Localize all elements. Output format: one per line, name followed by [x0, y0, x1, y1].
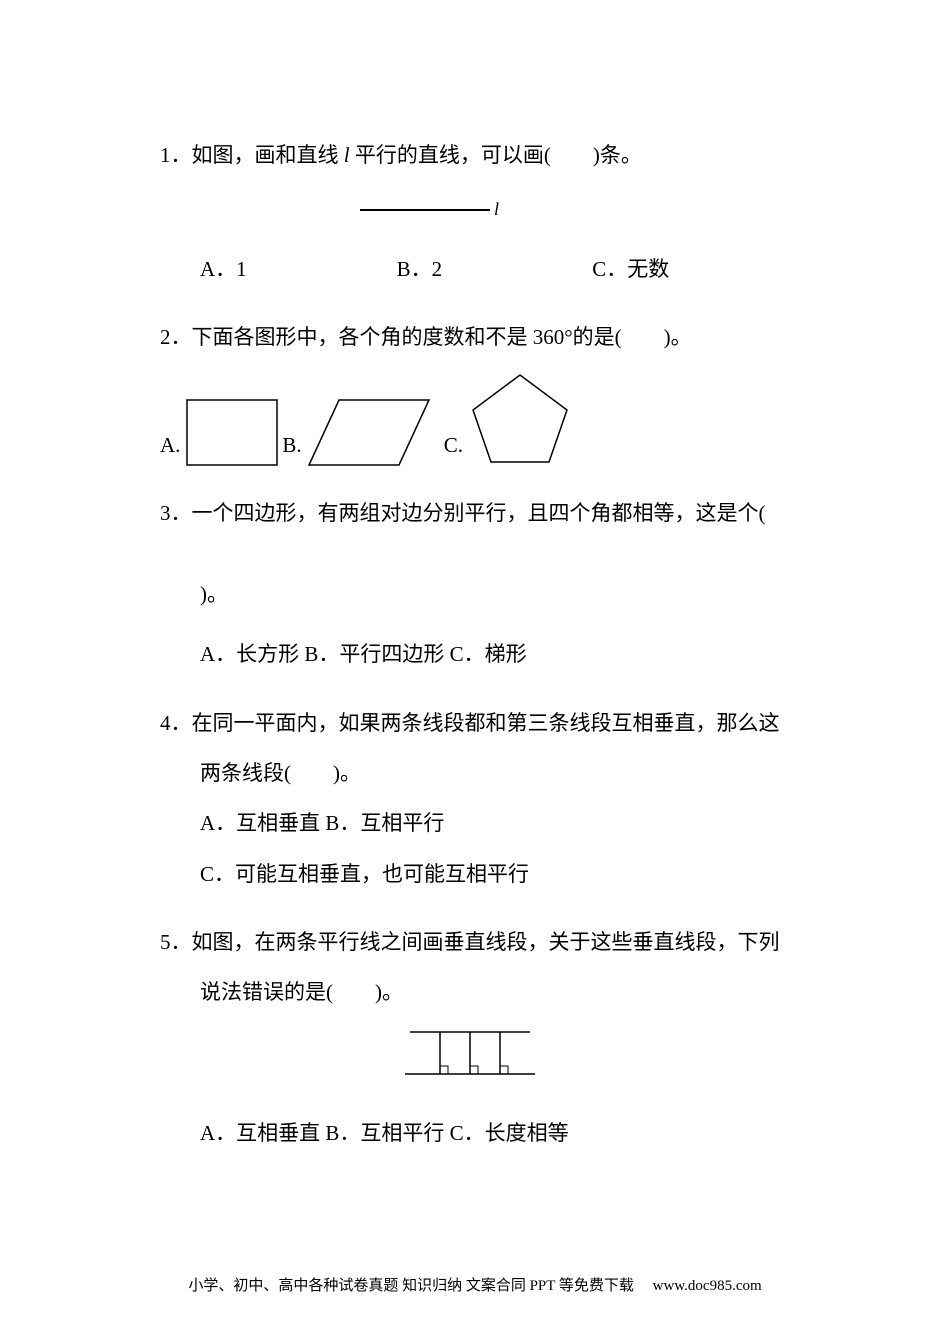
pentagon-shape	[465, 370, 575, 470]
q1-opt-c: C．无数	[592, 244, 669, 294]
q5-text1: 5．如图，在两条平行线之间画垂直线段，关于这些垂直线段，下列	[160, 917, 830, 967]
q2-label-b: B.	[282, 420, 301, 470]
question-5: 5．如图，在两条平行线之间画垂直线段，关于这些垂直线段，下列 说法错误的是( )…	[160, 917, 830, 1159]
q2-label-c: C.	[444, 420, 463, 470]
line-l	[360, 209, 490, 211]
q1-options: A．1 B．2 C．无数	[200, 244, 830, 294]
q1-before: 1．如图，画和直线	[160, 143, 344, 167]
q4-opt-ab: A．互相垂直 B．互相平行	[200, 798, 830, 848]
q1-after: 平行的直线，可以画( )条。	[350, 143, 642, 167]
parallel-lines-svg	[400, 1024, 540, 1084]
q2-label-a: A.	[160, 420, 180, 470]
rectangle-shape	[182, 380, 282, 470]
q1-opt-a: A．1	[200, 244, 247, 294]
q4-opt-c: C．可能互相垂直，也可能互相平行	[200, 849, 830, 899]
question-4: 4．在同一平面内，如果两条线段都和第三条线段互相垂直，那么这 两条线段( )。 …	[160, 698, 830, 900]
q1-text: 1．如图，画和直线 l 平行的直线，可以画( )条。	[160, 130, 830, 180]
q2-shapes: A. B. C.	[160, 370, 830, 470]
q2-text: 2．下面各图形中，各个角的度数和不是 360°的是( )。	[160, 312, 830, 362]
line-l-label: l	[494, 188, 499, 231]
q1-figure: l	[360, 188, 830, 231]
q5-figure	[400, 1024, 830, 1102]
question-2: 2．下面各图形中，各个角的度数和不是 360°的是( )。 A. B. C.	[160, 312, 830, 470]
question-3: 3．一个四边形，有两组对边分别平行，且四个角都相等，这是个( )。 A．长方形 …	[160, 488, 830, 679]
q4-text1: 4．在同一平面内，如果两条线段都和第三条线段互相垂直，那么这	[160, 698, 830, 748]
q3-text: 3．一个四边形，有两组对边分别平行，且四个角都相等，这是个(	[160, 488, 830, 538]
q5-text2: 说法错误的是( )。	[200, 967, 830, 1017]
page-footer: 小学、初中、高中各种试卷真题 知识归纳 文案合同 PPT 等免费下载 www.d…	[0, 1268, 950, 1304]
question-1: 1．如图，画和直线 l 平行的直线，可以画( )条。 l A．1 B．2 C．无…	[160, 130, 830, 294]
q3-close: )。	[200, 569, 830, 619]
parallelogram-shape	[304, 380, 434, 470]
q3-options: A．长方形 B．平行四边形 C．梯形	[200, 629, 830, 679]
q4-text2: 两条线段( )。	[200, 748, 830, 798]
q1-opt-b: B．2	[397, 244, 443, 294]
q5-options: A．互相垂直 B．互相平行 C．长度相等	[200, 1108, 830, 1158]
